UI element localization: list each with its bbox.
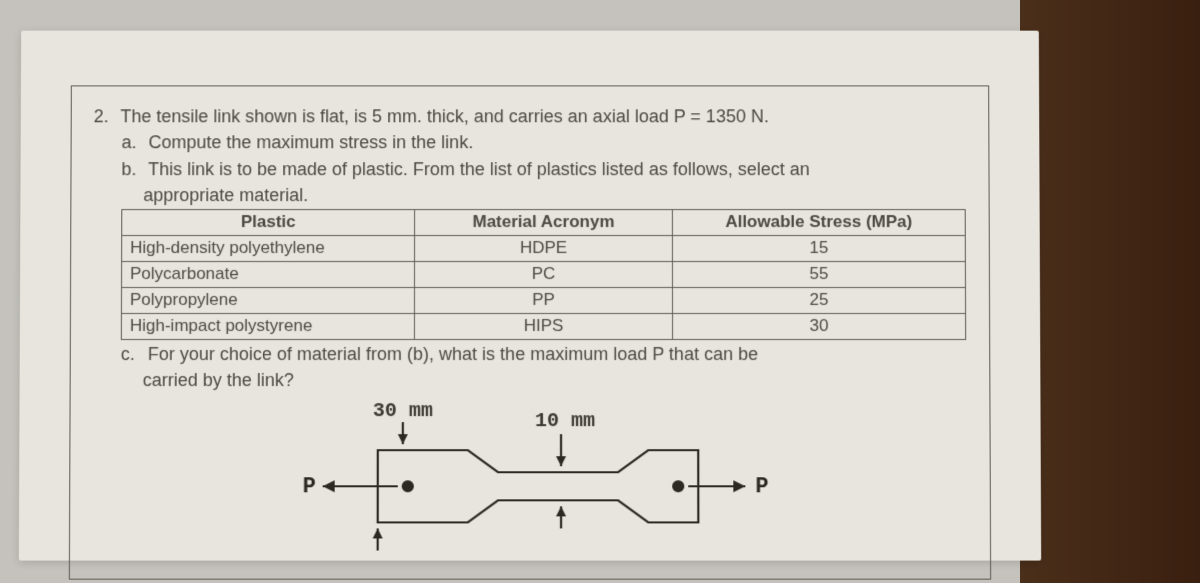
tensile-link-diagram: 30 mm 10 mm P P bbox=[282, 401, 783, 551]
part-c-label: c. bbox=[121, 342, 143, 366]
table-row: Polypropylene PP 25 bbox=[121, 288, 965, 314]
cell-acronym: HDPE bbox=[415, 236, 673, 262]
part-c-line2: carried by the link? bbox=[93, 368, 968, 392]
load-p-right: P bbox=[755, 473, 768, 503]
table-row: High-density polyethylene HDPE 15 bbox=[122, 236, 966, 262]
cell-acronym: HIPS bbox=[415, 313, 673, 339]
load-p-left: P bbox=[303, 473, 316, 503]
cell-plastic: Polycarbonate bbox=[122, 262, 415, 288]
part-b-text1: This link is to be made of plastic. From… bbox=[148, 159, 810, 179]
cell-acronym: PP bbox=[415, 288, 673, 314]
cell-plastic: Polypropylene bbox=[121, 288, 414, 314]
cell-stress: 15 bbox=[672, 236, 965, 262]
part-a: a. Compute the maximum stress in the lin… bbox=[94, 131, 967, 155]
question-number: 2. bbox=[94, 104, 116, 128]
cell-plastic: High-density polyethylene bbox=[122, 236, 415, 262]
dim-30mm-label: 30 mm bbox=[373, 399, 433, 426]
table-row: Polycarbonate PC 55 bbox=[122, 262, 966, 288]
col-header-acronym: Material Acronym bbox=[415, 210, 673, 236]
cell-stress: 25 bbox=[672, 288, 965, 314]
dim-10mm-label: 10 mm bbox=[535, 409, 595, 436]
cell-stress: 30 bbox=[672, 313, 965, 339]
question-stem: 2. The tensile link shown is flat, is 5 … bbox=[94, 104, 967, 128]
cell-stress: 55 bbox=[672, 262, 965, 288]
plastics-table: Plastic Material Acronym Allowable Stres… bbox=[121, 209, 966, 340]
part-c-text1: For your choice of material from (b), wh… bbox=[148, 344, 758, 364]
part-a-label: a. bbox=[122, 131, 144, 155]
part-b-text2: appropriate material. bbox=[143, 185, 308, 205]
cell-plastic: High-impact polystyrene bbox=[121, 313, 414, 339]
part-c-text2: carried by the link? bbox=[143, 370, 294, 390]
part-a-text: Compute the maximum stress in the link. bbox=[148, 133, 473, 153]
table-header-row: Plastic Material Acronym Allowable Stres… bbox=[122, 210, 966, 236]
part-c-line1: c. For your choice of material from (b),… bbox=[93, 342, 968, 366]
part-b-line1: b. This link is to be made of plastic. F… bbox=[93, 157, 966, 181]
cell-acronym: PC bbox=[415, 262, 673, 288]
question-frame: 2. The tensile link shown is flat, is 5 … bbox=[69, 85, 991, 580]
part-b-label: b. bbox=[121, 157, 143, 181]
link-svg bbox=[282, 401, 783, 561]
col-header-plastic: Plastic bbox=[122, 210, 415, 236]
question-stem-text: The tensile link shown is flat, is 5 mm.… bbox=[120, 106, 769, 126]
paper-sheet: 2. The tensile link shown is flat, is 5 … bbox=[19, 31, 1041, 561]
table-row: High-impact polystyrene HIPS 30 bbox=[121, 313, 965, 339]
part-b-line2: appropriate material. bbox=[93, 183, 966, 207]
col-header-stress: Allowable Stress (MPa) bbox=[672, 210, 965, 236]
